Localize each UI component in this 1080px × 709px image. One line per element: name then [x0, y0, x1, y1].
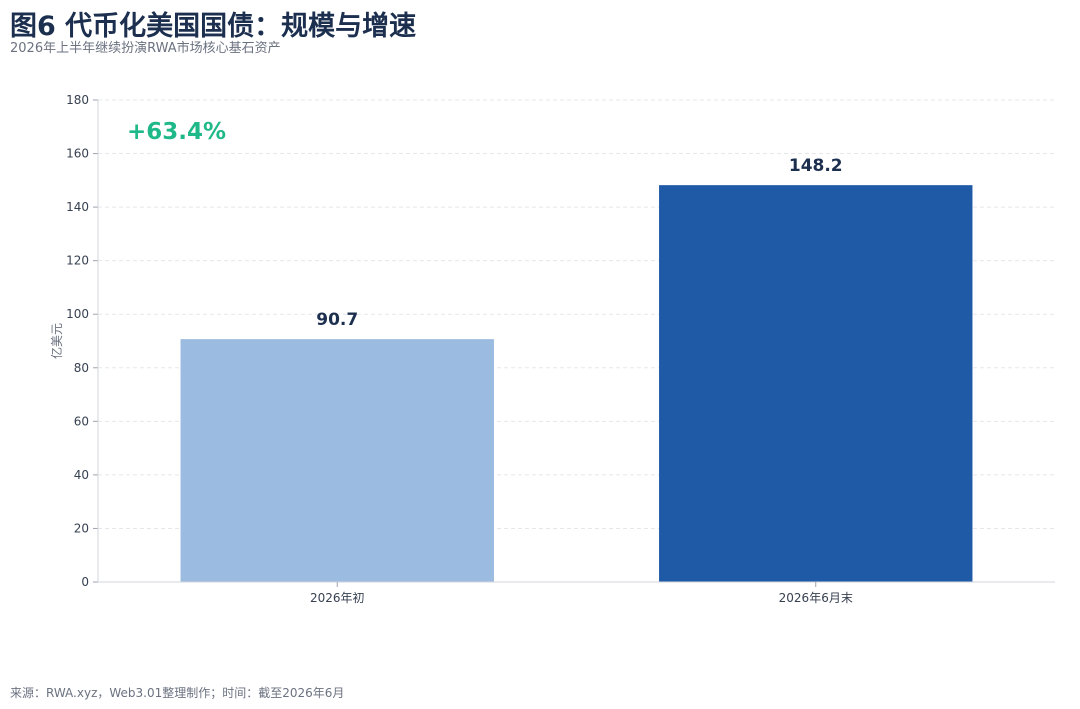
- y-axis-label: 亿美元: [49, 323, 64, 359]
- x-tick-label: 2026年初: [310, 591, 365, 605]
- data-label: 90.7: [316, 310, 358, 330]
- y-tick-label: 40: [74, 468, 89, 482]
- bar: [659, 185, 973, 583]
- y-tick-label: 160: [66, 147, 89, 161]
- y-tick-label: 120: [66, 254, 89, 268]
- chart-title: 图6 代币化美国国债：规模与增速: [10, 11, 417, 42]
- y-tick-label: 60: [74, 414, 89, 428]
- x-tick-label: 2026年6月末: [779, 591, 853, 605]
- bar: [180, 339, 494, 582]
- y-axis: 0 20 40 60 80 100 120 140 160 180: [66, 93, 99, 589]
- y-tick-label: 0: [81, 575, 89, 589]
- gridlines: [98, 99, 1055, 529]
- x-axis: 2026年初 2026年6月末: [98, 581, 1055, 605]
- y-tick-label: 100: [66, 307, 89, 321]
- y-tick-label: 80: [74, 361, 89, 375]
- y-tick-label: 20: [74, 521, 89, 535]
- y-tick-label: 140: [66, 200, 89, 214]
- growth-annotation: +63.4%: [127, 119, 226, 145]
- source-note: 来源：RWA.xyz，Web3.01整理制作；时间：截至2026年6月: [10, 686, 345, 700]
- data-label: 148.2: [789, 156, 843, 176]
- chart-subtitle: 2026年上半年继续扮演RWA市场核心基石资产: [10, 41, 281, 56]
- bars: 90.7 148.2: [180, 156, 973, 583]
- y-tick-label: 180: [66, 93, 89, 107]
